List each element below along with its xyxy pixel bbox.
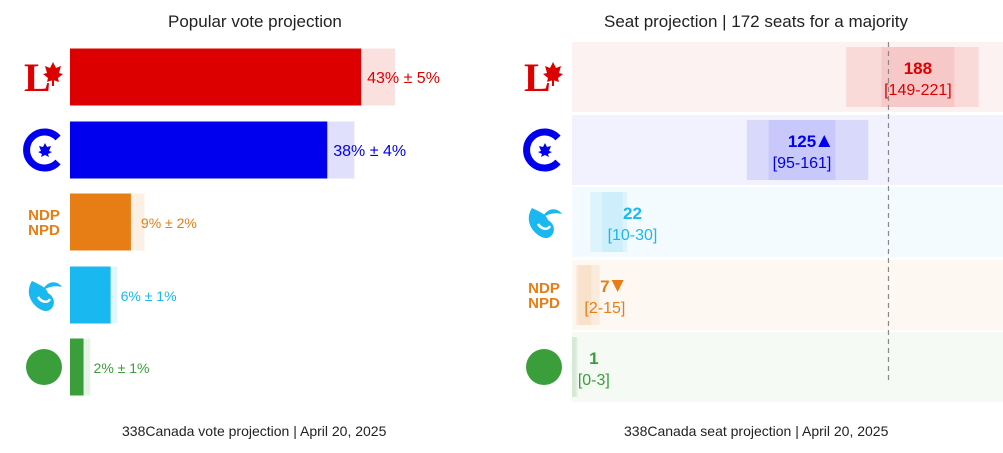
vote-value-label: 9% ± 2%	[141, 215, 197, 231]
seat-range-band-gpc	[572, 337, 578, 397]
svg-text:NPD: NPD	[528, 295, 560, 312]
seat-range-label: [2-15]	[584, 300, 625, 317]
seat-range-band-cpc	[746, 120, 869, 180]
seat-row-background	[572, 115, 1003, 185]
trend-down-icon	[611, 280, 624, 292]
seat-range-band-bq	[590, 192, 628, 252]
vote-value-label: 38% ± 4%	[333, 143, 406, 160]
seat-range-band-ndp	[575, 265, 600, 325]
seat-chart-title: Seat projection | 172 seats for a majori…	[604, 12, 908, 31]
svg-text:L: L	[524, 55, 551, 100]
seat-value-label: 1	[589, 349, 598, 368]
svg-text:L: L	[24, 55, 51, 100]
vote-bar-cpc	[70, 121, 328, 179]
seat-range-label: [10-30]	[608, 227, 658, 244]
liberal-logo-icon: L	[24, 55, 63, 100]
seat-row-background	[572, 42, 1003, 112]
vote-chart-title: Popular vote projection	[168, 12, 342, 31]
seat-value-label: 125	[788, 132, 816, 151]
seat-range-label: [95-161]	[773, 155, 832, 172]
svg-text:NDP: NDP	[528, 280, 560, 297]
vote-value-label: 43% ± 5%	[367, 70, 440, 87]
svg-text:NPD: NPD	[28, 222, 60, 239]
seat-row-background	[572, 260, 1003, 330]
seat-range-band-lpc	[846, 47, 979, 107]
seat-central-band	[572, 337, 576, 397]
seat-value-label: 188	[904, 59, 932, 78]
svg-text:NDP: NDP	[28, 207, 60, 224]
green-logo-icon	[526, 349, 562, 385]
green-logo-icon	[26, 349, 62, 385]
seat-central-band	[602, 192, 623, 252]
vote-bar-gpc	[70, 338, 84, 396]
vote-bar-bq	[70, 266, 111, 324]
vote-chart-footer: 338Canada vote projection | April 20, 20…	[122, 423, 387, 439]
seat-range-label: [0-3]	[578, 372, 610, 389]
seat-central-band	[768, 120, 836, 180]
seat-central-band	[881, 47, 955, 107]
vote-value-label: 6% ± 1%	[121, 288, 177, 304]
bloc-logo-icon	[28, 281, 62, 311]
seat-value-label: 7	[600, 277, 609, 296]
seat-central-band	[578, 265, 592, 325]
conservative-logo-icon	[23, 128, 61, 172]
vote-value-label: 2% ± 1%	[94, 360, 150, 376]
seat-value-label: 22	[623, 204, 642, 223]
seat-row-background	[572, 332, 1003, 402]
vote-bar-lpc	[70, 48, 362, 106]
seat-range-label: [149-221]	[884, 82, 952, 99]
seat-row-background	[572, 187, 1003, 257]
trend-up-icon	[818, 135, 831, 147]
vote-bar-ndp	[70, 193, 131, 251]
seat-chart-footer: 338Canada seat projection | April 20, 20…	[624, 423, 889, 439]
bloc-logo-icon	[528, 208, 562, 238]
liberal-logo-icon: L	[524, 55, 563, 100]
conservative-logo-icon	[523, 128, 561, 172]
